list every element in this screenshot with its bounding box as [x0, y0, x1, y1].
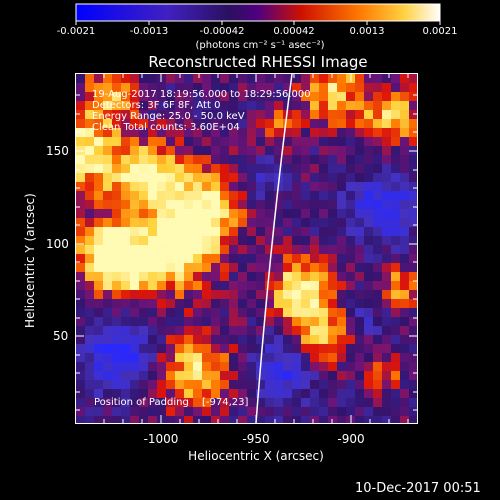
y-tick-label: 150	[46, 144, 69, 158]
y-tick-label: 50	[53, 329, 69, 343]
padding-coords: [-974,23]	[202, 397, 249, 408]
y-axis-label: Heliocentric Y (arcsec)	[23, 193, 37, 328]
info-energy-range: Energy Range: 25.0 - 50.0 keV	[92, 111, 245, 122]
colorbar-tick-label: -0.00042	[199, 26, 245, 37]
colorbar	[75, 3, 441, 25]
solar-limb-line	[255, 73, 293, 424]
x-axis-label: Heliocentric X (arcsec)	[188, 449, 324, 463]
colorbar-unit-label: (photons cm⁻² s⁻¹ asec⁻²)	[195, 40, 325, 51]
info-time-range: 19-Aug-2017 18:19:56.000 to 18:29:56.000	[92, 89, 311, 100]
y-tick-label: 100	[46, 237, 69, 251]
footer-timestamp: 10-Dec-2017 00:51	[355, 481, 481, 496]
x-tick-label: -950	[242, 432, 270, 446]
info-detectors: Detectors: 3F 6F 8F, Att 0	[92, 100, 221, 111]
plot-frame	[75, 73, 418, 424]
padding-position-text: Position of Padding	[94, 397, 189, 408]
plot-title: Reconstructed RHESSI Image	[148, 53, 368, 71]
colorbar-tick-label: 0.0013	[349, 26, 385, 37]
colorbar-tick-label: 0.0021	[422, 26, 458, 37]
info-clean-counts: Clean Total counts: 3.60E+04	[92, 122, 240, 133]
colorbar-tick-label: -0.0013	[129, 26, 169, 37]
x-tick-label: -900	[337, 432, 365, 446]
heatmap-cells	[76, 74, 417, 423]
axis-ticks	[76, 74, 417, 423]
colorbar-tick-label: 0.00042	[273, 26, 315, 37]
colorbar-tick-label: -0.0021	[56, 26, 96, 37]
x-tick-label: -1000	[143, 432, 179, 446]
